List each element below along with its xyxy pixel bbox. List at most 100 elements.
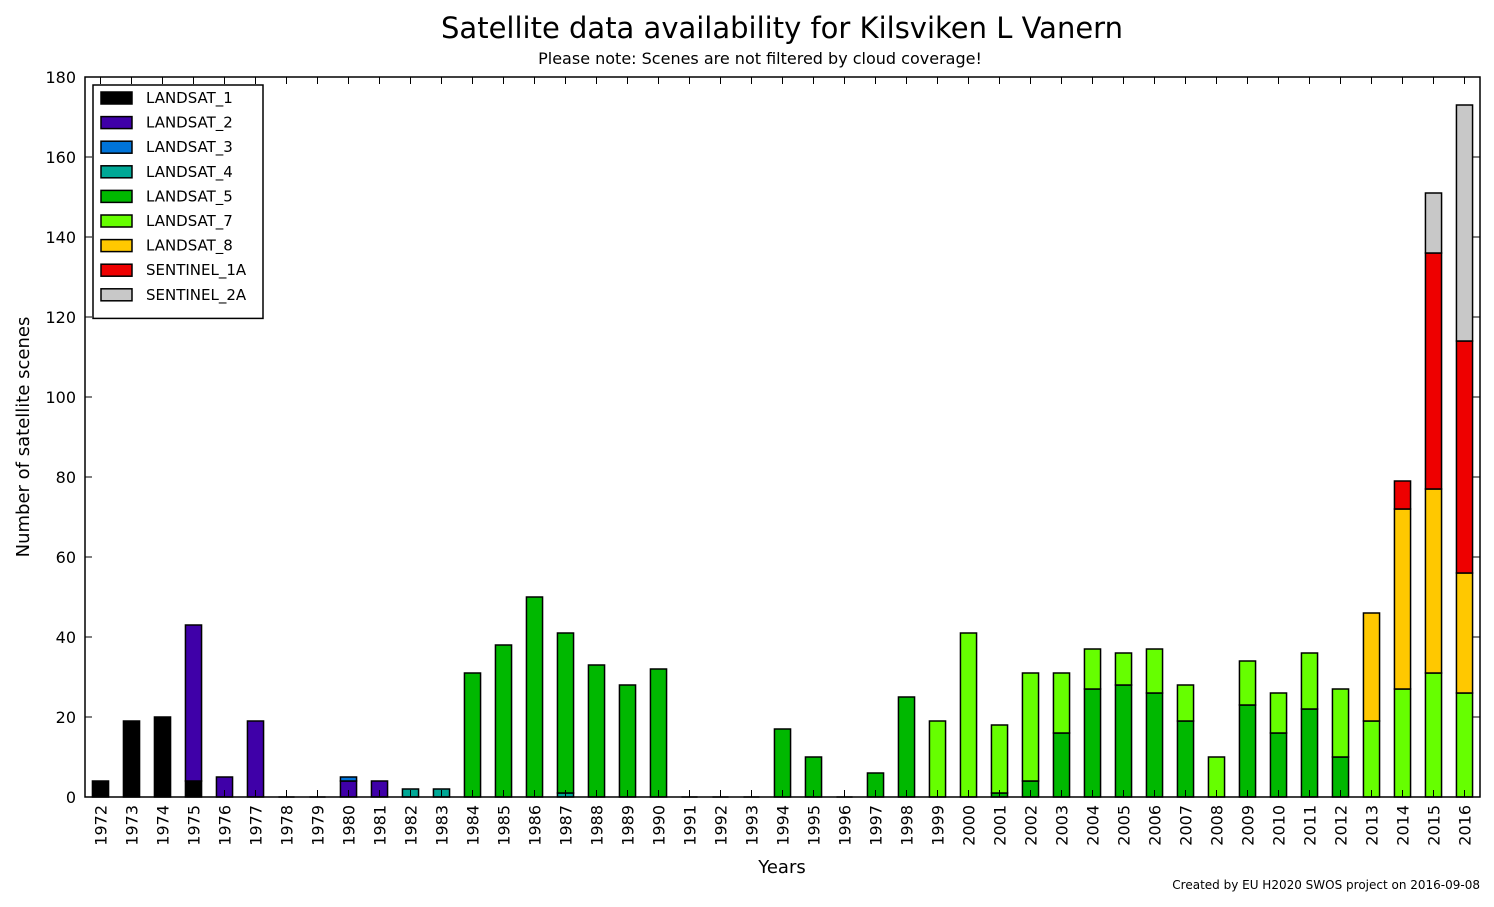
bar-2010-landsat_5 (1269, 732, 1288, 798)
x-tick-label: 1979 (309, 805, 328, 846)
bar-2002-landsat_7 (1021, 672, 1040, 782)
chart-subtitle: Please note: Scenes are not filtered by … (538, 49, 982, 68)
x-tick-label: 2006 (1146, 805, 1165, 846)
bar-1990-landsat_5 (649, 668, 668, 798)
legend-swatch-sentinel_2a (100, 288, 133, 302)
bar-1975-landsat_2 (184, 624, 203, 782)
x-tick-label: 1977 (247, 805, 266, 846)
x-tick-label: 1999 (929, 805, 948, 846)
bar-2003-landsat_5 (1052, 732, 1071, 798)
bar-2015-sentinel_2a (1424, 192, 1443, 254)
legend-swatch-landsat_5 (100, 189, 133, 204)
x-tick-label: 2014 (1394, 805, 1413, 846)
x-tick-label: 2005 (1115, 805, 1134, 846)
x-tick-label: 2013 (1363, 805, 1382, 846)
y-tick-label: 40 (56, 628, 76, 647)
x-tick-label: 1980 (340, 805, 359, 846)
bar-2016-sentinel_2a (1455, 104, 1474, 342)
y-tick-label: 100 (45, 388, 76, 407)
legend-swatch-landsat_7 (100, 214, 133, 228)
bar-2000-landsat_7 (959, 632, 978, 798)
bars-group (91, 104, 1474, 798)
x-axis-ticks: 1972 1973 1974 1975 1976 1977 1978 1979 1980 1981… (92, 77, 1475, 846)
y-tick-label: 140 (45, 228, 76, 247)
x-tick-label: 1992 (712, 805, 731, 846)
bar-2006-landsat_5 (1145, 692, 1164, 798)
x-tick-label: 1983 (433, 805, 452, 846)
bar-1994-landsat_5 (773, 728, 792, 798)
plot-frame (84, 76, 1481, 798)
x-tick-label: 1981 (371, 805, 390, 846)
y-tick-label: 60 (56, 548, 76, 567)
legend-swatch-landsat_4 (100, 165, 133, 179)
x-tick-label: 1996 (836, 805, 855, 846)
x-tick-label: 1998 (898, 805, 917, 846)
x-tick-label: 2008 (1208, 805, 1227, 846)
bar-2011-landsat_5 (1300, 708, 1319, 798)
bar-2003-landsat_7 (1052, 672, 1071, 734)
x-axis-label: Years (757, 857, 806, 878)
bar-2004-landsat_5 (1083, 688, 1102, 798)
bar-1985-landsat_5 (494, 644, 513, 798)
y-tick-label: 180 (45, 68, 76, 87)
bar-1998-landsat_5 (897, 696, 916, 798)
legend-swatch-landsat_3 (100, 140, 133, 154)
x-tick-label: 1991 (681, 805, 700, 846)
y-tick-label: 20 (56, 708, 76, 727)
legend-label-sentinel_2a: SENTINEL_2A (146, 286, 247, 305)
x-tick-label: 1972 (92, 805, 111, 846)
x-tick-label: 1988 (588, 805, 607, 846)
bar-1986-landsat_5 (525, 596, 544, 798)
bar-1999-landsat_7 (928, 720, 947, 798)
legend-label-landsat_3: LANDSAT_3 (146, 138, 233, 157)
legend-swatch-landsat_1 (100, 91, 133, 105)
bar-1973-landsat_1 (122, 720, 141, 798)
y-axis-label: Number of satellite scenes (13, 317, 34, 558)
x-tick-label: 1997 (867, 805, 886, 846)
bar-2016-sentinel_1a (1455, 340, 1474, 574)
x-tick-label: 2002 (1022, 805, 1041, 846)
bar-2014-landsat_8 (1393, 508, 1412, 690)
bar-2006-landsat_7 (1145, 648, 1164, 694)
bar-1989-landsat_5 (618, 684, 637, 798)
x-tick-label: 1975 (185, 805, 204, 846)
x-tick-label: 2007 (1177, 805, 1196, 846)
legend-label-landsat_7: LANDSAT_7 (146, 212, 233, 231)
bar-2009-landsat_7 (1238, 660, 1257, 706)
x-tick-label: 2009 (1239, 805, 1258, 846)
legend-label-landsat_5: LANDSAT_5 (146, 187, 233, 206)
bar-2010-landsat_7 (1269, 692, 1288, 734)
bar-2016-landsat_7 (1455, 692, 1474, 798)
bar-2013-landsat_8 (1362, 612, 1381, 722)
y-axis-ticks: 0 20 40 60 80 100 120 140 160 180 (45, 68, 1480, 807)
x-tick-label: 2011 (1301, 805, 1320, 846)
y-tick-label: 80 (56, 468, 76, 487)
x-tick-label: 2004 (1084, 805, 1103, 846)
bar-2004-landsat_7 (1083, 648, 1102, 690)
legend: LANDSAT_1 LANDSAT_2 LANDSAT_3 LANDSAT_4 LAND… (92, 84, 264, 320)
x-tick-label: 1989 (619, 805, 638, 846)
x-tick-label: 2016 (1456, 805, 1475, 846)
x-tick-label: 1974 (154, 805, 173, 846)
x-tick-label: 1994 (774, 805, 793, 846)
bar-2014-landsat_7 (1393, 688, 1412, 798)
x-tick-label: 1995 (805, 805, 824, 846)
x-tick-label: 1993 (743, 805, 762, 846)
legend-label-landsat_2: LANDSAT_2 (146, 114, 233, 133)
x-tick-label: 1973 (123, 805, 142, 846)
x-tick-label: 1976 (216, 805, 235, 846)
bar-1980-landsat_3 (339, 776, 358, 782)
y-tick-label: 160 (45, 148, 76, 167)
bar-2001-landsat_7 (990, 724, 1009, 794)
x-tick-label: 1985 (495, 805, 514, 846)
x-tick-label: 2015 (1425, 805, 1444, 846)
x-tick-label: 2001 (991, 805, 1010, 846)
legend-swatch-sentinel_1a (100, 263, 133, 277)
legend-label-landsat_8: LANDSAT_8 (146, 237, 233, 256)
bar-2007-landsat_5 (1176, 720, 1195, 798)
x-tick-label: 2000 (960, 805, 979, 846)
bar-2015-landsat_8 (1424, 488, 1443, 674)
bar-2007-landsat_7 (1176, 684, 1195, 722)
bar-1988-landsat_5 (587, 664, 606, 798)
bar-1987-landsat_5 (556, 632, 575, 794)
